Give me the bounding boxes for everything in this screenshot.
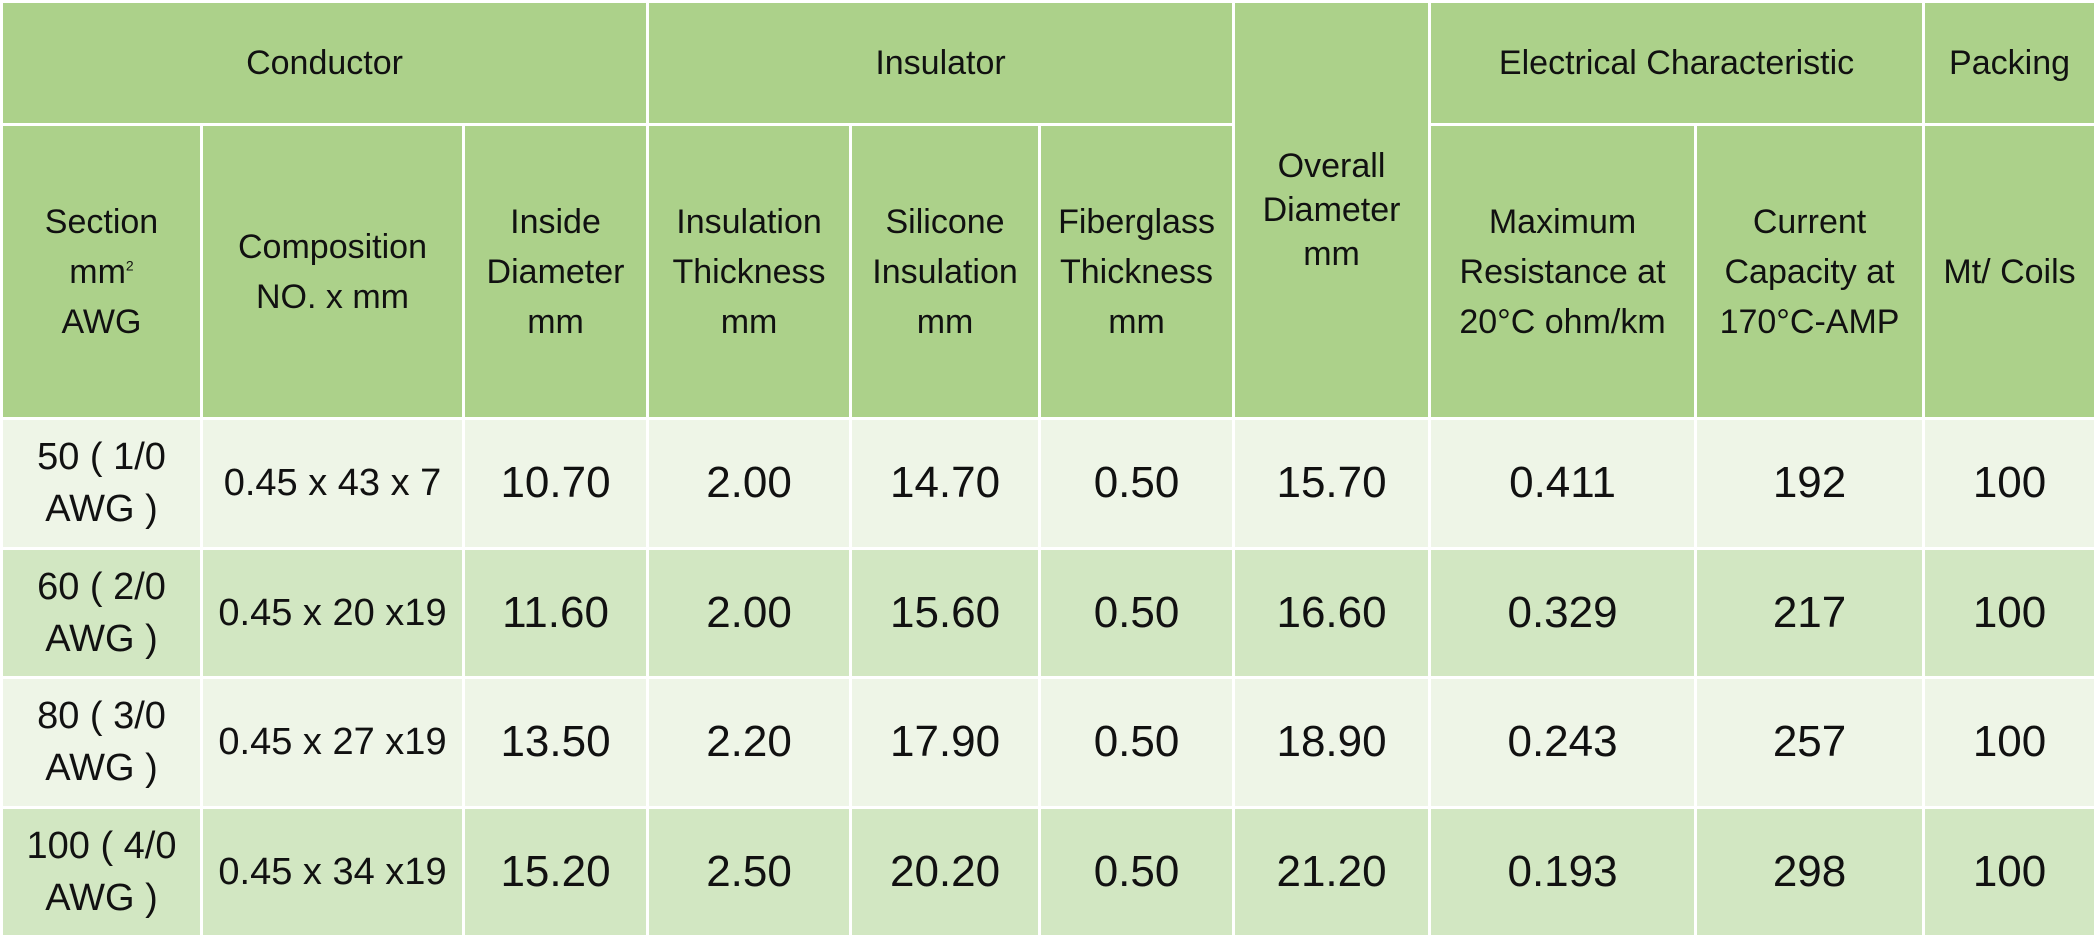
header-fiberglass-thickness: Fiberglass Thickness mm [1040, 125, 1234, 419]
table-row: 50 ( 1/0 AWG ) 0.45 x 43 x 7 10.70 2.00 … [2, 419, 2094, 549]
cell-max-resistance: 0.329 [1430, 548, 1696, 678]
table-body: 50 ( 1/0 AWG ) 0.45 x 43 x 7 10.70 2.00 … [2, 419, 2094, 937]
group-conductor: Conductor [2, 2, 648, 125]
table-row: 80 ( 3/0 AWG ) 0.45 x 27 x19 13.50 2.20 … [2, 678, 2094, 808]
cell-section: 80 ( 3/0 AWG ) [2, 678, 202, 808]
cell-max-resistance: 0.411 [1430, 419, 1696, 549]
cell-insulation-thickness: 2.00 [648, 419, 851, 549]
cell-silicone-insulation: 17.90 [851, 678, 1040, 808]
cell-section: 60 ( 2/0 AWG ) [2, 548, 202, 678]
cell-mt-coils: 100 [1924, 548, 2094, 678]
cell-inside-diameter: 10.70 [464, 419, 648, 549]
header-section-label: Section [45, 203, 158, 241]
cell-insulation-thickness: 2.50 [648, 807, 851, 937]
cell-max-resistance: 0.193 [1430, 807, 1696, 937]
header-insulation-thickness: Insulation Thickness mm [648, 125, 851, 419]
group-packing: Packing [1924, 2, 2094, 125]
cell-composition: 0.45 x 43 x 7 [202, 419, 464, 549]
header-inside-diameter: Inside Diameter mm [464, 125, 648, 419]
header-section-unit-sup: 2 [126, 257, 134, 273]
table-row: 100 ( 4/0 AWG ) 0.45 x 34 x19 15.20 2.50… [2, 807, 2094, 937]
cell-overall-diameter: 21.20 [1234, 807, 1430, 937]
table-row: 60 ( 2/0 AWG ) 0.45 x 20 x19 11.60 2.00 … [2, 548, 2094, 678]
cell-fiberglass-thickness: 0.50 [1040, 548, 1234, 678]
header-section-unit: mm [69, 253, 126, 291]
cell-section: 100 ( 4/0 AWG ) [2, 807, 202, 937]
cell-silicone-insulation: 20.20 [851, 807, 1040, 937]
cell-overall-diameter: 15.70 [1234, 419, 1430, 549]
header-current-capacity: Current Capacity at 170°C-AMP [1696, 125, 1924, 419]
cell-inside-diameter: 13.50 [464, 678, 648, 808]
cell-fiberglass-thickness: 0.50 [1040, 419, 1234, 549]
header-mt-coils: Mt/ Coils [1924, 125, 2094, 419]
cell-current-capacity: 257 [1696, 678, 1924, 808]
header-overall-diameter: Overall Diameter mm [1234, 2, 1430, 419]
header-section-awg: AWG [62, 303, 142, 341]
header-silicone-insulation: Silicone Insulation mm [851, 125, 1040, 419]
cell-silicone-insulation: 15.60 [851, 548, 1040, 678]
cell-insulation-thickness: 2.20 [648, 678, 851, 808]
header-composition: Composition NO. x mm [202, 125, 464, 419]
cell-max-resistance: 0.243 [1430, 678, 1696, 808]
cell-overall-diameter: 16.60 [1234, 548, 1430, 678]
cell-composition: 0.45 x 27 x19 [202, 678, 464, 808]
cell-silicone-insulation: 14.70 [851, 419, 1040, 549]
header-section: Section mm2 AWG [2, 125, 202, 419]
cell-current-capacity: 192 [1696, 419, 1924, 549]
table-header: Conductor Insulator Overall Diameter mm … [2, 2, 2094, 419]
column-header-row: Section mm2 AWG Composition NO. x mm Ins… [2, 125, 2094, 419]
cell-current-capacity: 298 [1696, 807, 1924, 937]
cell-composition: 0.45 x 20 x19 [202, 548, 464, 678]
cell-fiberglass-thickness: 0.50 [1040, 678, 1234, 808]
group-electrical-characteristic: Electrical Characteristic [1430, 2, 1924, 125]
cell-section: 50 ( 1/0 AWG ) [2, 419, 202, 549]
cell-mt-coils: 100 [1924, 678, 2094, 808]
cell-inside-diameter: 15.20 [464, 807, 648, 937]
group-header-row: Conductor Insulator Overall Diameter mm … [2, 2, 2094, 125]
header-max-resistance: Maximum Resistance at 20°C ohm/km [1430, 125, 1696, 419]
cell-insulation-thickness: 2.00 [648, 548, 851, 678]
cell-overall-diameter: 18.90 [1234, 678, 1430, 808]
cell-mt-coils: 100 [1924, 419, 2094, 549]
group-insulator: Insulator [648, 2, 1234, 125]
cell-mt-coils: 100 [1924, 807, 2094, 937]
cell-composition: 0.45 x 34 x19 [202, 807, 464, 937]
cell-inside-diameter: 11.60 [464, 548, 648, 678]
cell-current-capacity: 217 [1696, 548, 1924, 678]
cell-fiberglass-thickness: 0.50 [1040, 807, 1234, 937]
